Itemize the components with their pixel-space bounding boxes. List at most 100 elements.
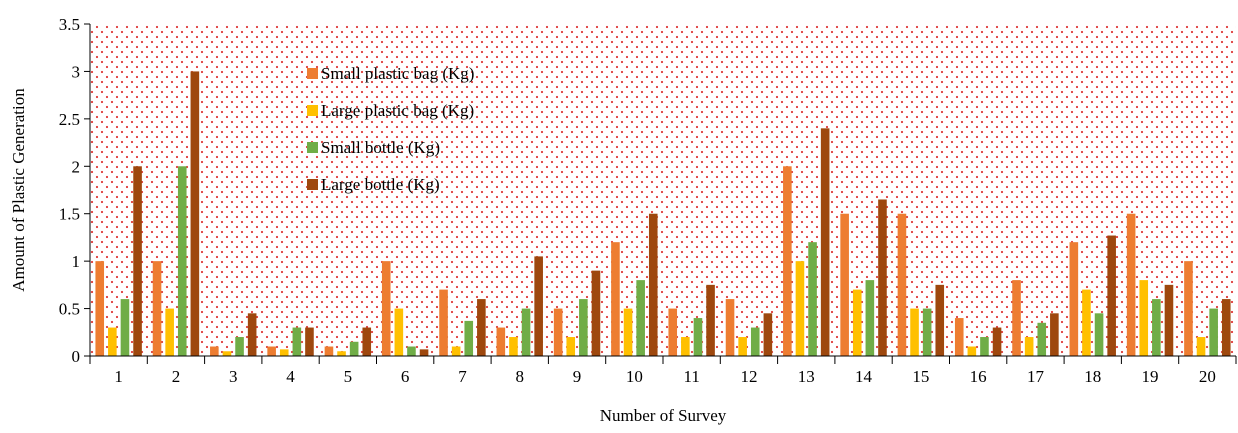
y-axis-title: Amount of Plastic Generation (9, 88, 28, 292)
bar-series-2-survey-7 (451, 346, 461, 356)
bar-series-2-survey-14 (852, 289, 862, 356)
x-tick-label: 2 (172, 367, 181, 386)
bar-series-1-survey-3 (210, 346, 219, 356)
bar-series-3-survey-11 (693, 318, 703, 356)
x-tick-label: 14 (855, 367, 873, 386)
legend-swatch (307, 105, 318, 116)
bar-series-4-survey-12 (763, 313, 773, 356)
bar-series-3-survey-17 (1037, 322, 1047, 356)
bar-series-4-survey-18 (1107, 235, 1116, 356)
bar-series-2-survey-1 (108, 327, 117, 356)
x-tick-label: 6 (401, 367, 410, 386)
bar-series-3-survey-8 (521, 308, 531, 356)
bar-series-1-survey-15 (897, 213, 907, 356)
bar-series-1-survey-9 (553, 308, 563, 356)
x-tick-label: 18 (1084, 367, 1101, 386)
bar-series-2-survey-12 (738, 337, 747, 356)
bar-series-4-survey-20 (1221, 299, 1231, 356)
bar-series-2-survey-4 (279, 349, 289, 356)
bar-series-4-survey-9 (591, 270, 601, 356)
y-tick-label: 1.5 (59, 205, 80, 224)
bar-series-2-survey-3 (222, 351, 232, 356)
bar-series-3-survey-4 (292, 327, 302, 356)
x-tick-label: 10 (626, 367, 643, 386)
bar-series-3-survey-10 (636, 280, 645, 356)
bar-series-2-survey-16 (967, 346, 977, 356)
x-tick-label: 20 (1199, 367, 1216, 386)
bar-series-1-survey-8 (496, 327, 506, 356)
x-tick-label: 17 (1027, 367, 1045, 386)
x-tick-label: 13 (798, 367, 815, 386)
bar-series-4-survey-5 (362, 327, 372, 356)
legend-swatch (307, 142, 318, 153)
bar-series-2-survey-6 (394, 308, 404, 356)
bar-series-2-survey-18 (1082, 289, 1091, 356)
plot-area (90, 24, 1236, 356)
bar-series-1-survey-11 (668, 308, 678, 356)
bar-series-3-survey-19 (1152, 299, 1161, 356)
bar-series-2-survey-10 (623, 308, 633, 356)
bar-series-3-survey-2 (177, 166, 187, 356)
bar-series-1-survey-14 (840, 213, 849, 356)
x-tick-label: 5 (344, 367, 353, 386)
bar-series-4-survey-8 (534, 256, 543, 356)
bar-series-4-survey-2 (190, 71, 200, 356)
bar-series-2-survey-17 (1024, 337, 1034, 356)
bar-series-3-survey-13 (808, 242, 817, 356)
legend-label: Small plastic bag (Kg) (321, 64, 474, 83)
bar-series-2-survey-8 (509, 337, 518, 356)
bar-series-2-survey-2 (165, 308, 174, 356)
bar-series-3-survey-12 (750, 327, 760, 356)
bar-series-2-survey-19 (1139, 280, 1149, 356)
bar-series-1-survey-4 (267, 346, 276, 356)
x-tick-label: 16 (970, 367, 987, 386)
x-tick-label: 19 (1142, 367, 1159, 386)
bar-series-3-survey-14 (865, 280, 875, 356)
bar-series-4-survey-4 (305, 327, 314, 356)
x-tick-label: 3 (229, 367, 238, 386)
y-tick-label: 2 (72, 157, 81, 176)
x-tick-label: 12 (740, 367, 757, 386)
bar-series-3-survey-9 (579, 299, 588, 356)
bar-series-4-survey-17 (1050, 313, 1059, 356)
bar-series-2-survey-11 (681, 337, 690, 356)
bar-series-4-survey-16 (992, 327, 1002, 356)
bar-series-2-survey-5 (337, 351, 346, 356)
x-tick-label: 15 (912, 367, 929, 386)
bar-series-1-survey-1 (95, 261, 105, 356)
bar-series-1-survey-16 (954, 318, 964, 356)
bar-series-1-survey-2 (152, 261, 162, 356)
bar-series-3-survey-18 (1094, 313, 1104, 356)
bar-series-3-survey-16 (980, 337, 989, 356)
bar-series-1-survey-20 (1184, 261, 1193, 356)
bar-series-1-survey-18 (1069, 242, 1079, 356)
bar-series-2-survey-15 (910, 308, 919, 356)
bar-series-1-survey-19 (1126, 213, 1136, 356)
bar-series-1-survey-10 (611, 242, 620, 356)
bar-series-3-survey-1 (120, 299, 130, 356)
x-tick-label: 7 (458, 367, 467, 386)
x-tick-label: 11 (683, 367, 699, 386)
bar-series-2-survey-20 (1196, 337, 1206, 356)
bar-series-4-survey-13 (820, 128, 830, 356)
bar-series-4-survey-11 (706, 284, 715, 356)
legend-swatch (307, 179, 318, 190)
legend: Small plastic bag (Kg) Large plastic bag … (307, 64, 474, 194)
y-tick-label: 0.5 (59, 300, 80, 319)
bar-series-4-survey-1 (133, 166, 142, 356)
x-tick-label: 9 (573, 367, 582, 386)
bar-series-4-survey-6 (419, 349, 429, 356)
bar-series-4-survey-14 (878, 199, 887, 356)
bar-series-2-survey-13 (795, 261, 805, 356)
bar-series-3-survey-5 (349, 341, 359, 356)
bar-series-4-survey-10 (648, 213, 658, 356)
bar-series-3-survey-7 (464, 320, 474, 356)
bar-series-4-survey-19 (1164, 284, 1174, 356)
x-tick-label: 1 (114, 367, 123, 386)
legend-label: Large bottle (Kg) (321, 175, 440, 194)
bar-series-2-survey-9 (566, 337, 576, 356)
bar-series-3-survey-3 (235, 337, 244, 356)
bar-series-1-survey-7 (439, 289, 448, 356)
